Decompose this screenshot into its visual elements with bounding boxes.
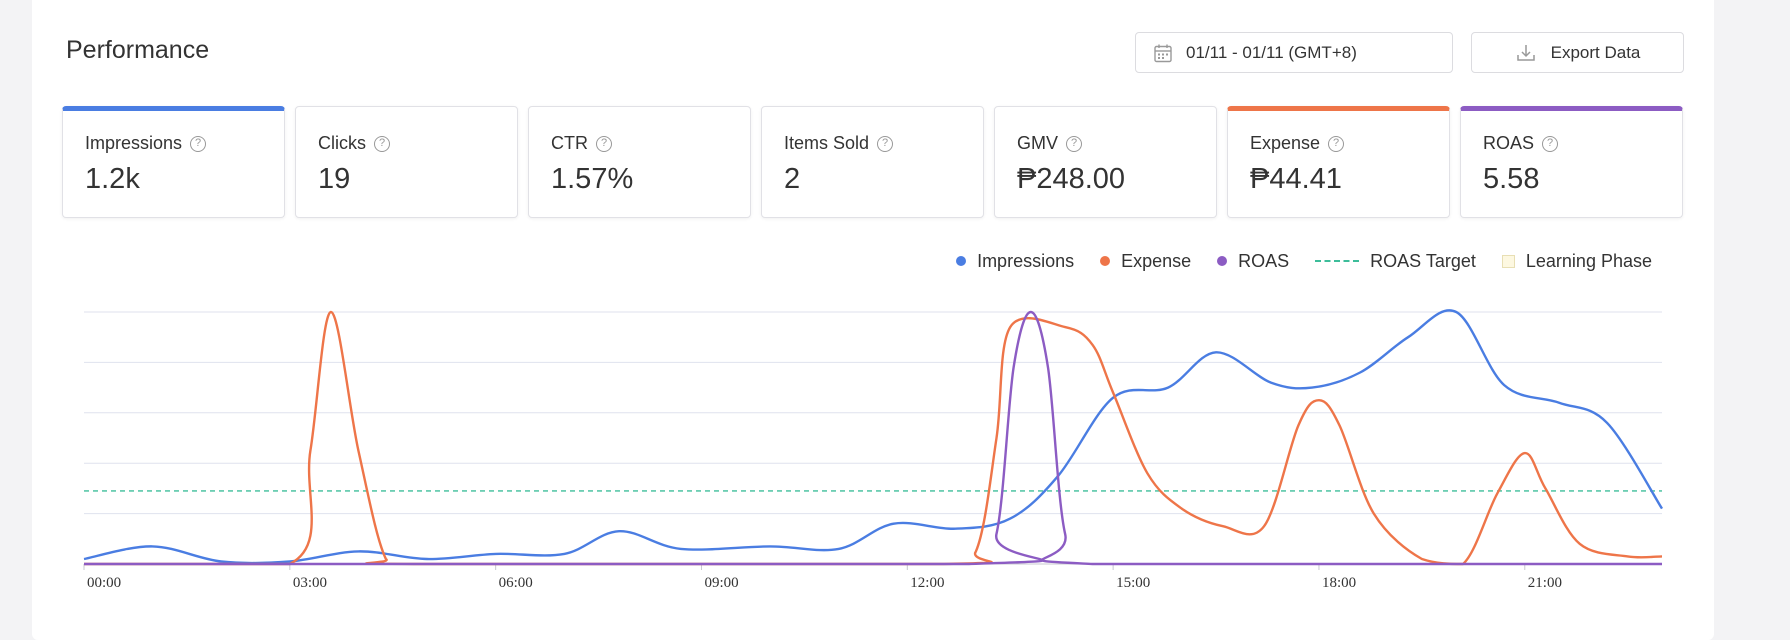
help-icon[interactable]: ? (877, 135, 894, 152)
metric-label: Expense (1250, 133, 1321, 153)
legend-dot-icon (1100, 256, 1111, 266)
legend-label: Impressions (977, 250, 1075, 271)
metric-card-roas[interactable]: ROAS? 5.58 (1460, 106, 1683, 218)
legend-item-expense[interactable]: Expense (1100, 251, 1191, 272)
legend-dot-icon (1217, 256, 1228, 266)
metric-label-wrap: Expense? (1250, 133, 1345, 154)
legend-label: Learning Phase (1525, 250, 1652, 271)
performance-panel: Performance 01/11 - 01/11 (GMT+8) Export… (32, 0, 1714, 640)
legend-dash-icon (1315, 260, 1360, 262)
download-icon (1516, 44, 1535, 61)
metric-value: 5.58 (1483, 163, 1540, 195)
metric-card-gmv[interactable]: GMV? ₱248.00 (994, 106, 1217, 218)
help-icon[interactable]: ? (1328, 135, 1345, 152)
help-icon[interactable]: ? (1066, 135, 1083, 152)
metric-value: ₱248.00 (1017, 163, 1126, 195)
metric-card-ctr[interactable]: CTR? 1.57% (528, 106, 751, 218)
export-data-button[interactable]: Export Data (1471, 32, 1684, 73)
metric-label: ROAS (1483, 133, 1535, 153)
legend-item-roas-target[interactable]: ROAS Target (1315, 251, 1476, 272)
metric-label-wrap: Impressions? (85, 133, 207, 154)
help-icon[interactable]: ? (596, 135, 612, 152)
export-data-label: Export Data (1550, 42, 1641, 62)
legend-label: ROAS Target (1370, 250, 1476, 271)
metric-cards: Impressions? 1.2k Clicks? 19 CTR? 1.57% … (62, 106, 1686, 218)
metric-card-clicks[interactable]: Clicks? 19 (295, 106, 518, 218)
metric-label-wrap: Clicks? (318, 133, 390, 154)
metric-value: 1.2k (85, 163, 140, 195)
help-icon[interactable]: ? (190, 135, 207, 152)
metric-card-expense[interactable]: Expense? ₱44.41 (1227, 106, 1450, 218)
metric-card-items-sold[interactable]: Items Sold? 2 (761, 106, 984, 218)
metric-value: 19 (318, 163, 351, 195)
legend-label: ROAS (1238, 250, 1290, 271)
help-icon[interactable]: ? (374, 135, 390, 152)
legend-label: Expense (1121, 250, 1192, 271)
legend-box-icon (1501, 254, 1515, 268)
metric-value: 1.57% (551, 163, 634, 195)
metric-label: Impressions (85, 133, 183, 153)
help-icon[interactable]: ? (1542, 135, 1559, 152)
page-title: Performance (66, 36, 210, 64)
legend-item-impressions[interactable]: Impressions (956, 251, 1074, 272)
date-range-text: 01/11 - 01/11 (GMT+8) (1186, 42, 1357, 62)
chart-legend: Impressions Expense ROAS ROAS Target Lea… (930, 248, 1652, 274)
metric-value: 2 (784, 163, 801, 195)
metric-label: Clicks (318, 133, 366, 153)
metric-label-wrap: CTR? (551, 133, 612, 154)
metric-value: ₱44.41 (1250, 163, 1342, 195)
metric-label: GMV (1017, 133, 1059, 153)
legend-item-learning-phase[interactable]: Learning Phase (1501, 250, 1652, 272)
metric-label: Items Sold (784, 133, 870, 153)
metric-label-wrap: ROAS? (1483, 133, 1559, 154)
legend-item-roas[interactable]: ROAS (1217, 251, 1289, 272)
date-range-picker[interactable]: 01/11 - 01/11 (GMT+8) (1135, 32, 1453, 73)
metric-card-impressions[interactable]: Impressions? 1.2k (62, 106, 285, 218)
metric-label-wrap: Items Sold? (784, 133, 894, 154)
metric-label: CTR (551, 133, 588, 153)
legend-dot-icon (956, 256, 967, 266)
metric-label-wrap: GMV? (1017, 133, 1083, 154)
calendar-icon (1154, 44, 1172, 62)
